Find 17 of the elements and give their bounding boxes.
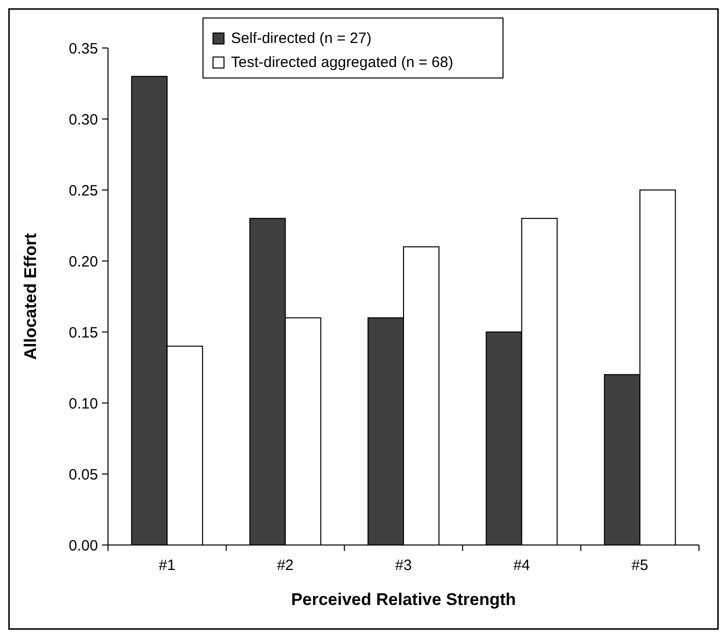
y-tick-label: 0.25 <box>68 182 98 200</box>
y-tick-label: 0.35 <box>68 40 98 58</box>
x-tick-label: #4 <box>513 557 530 574</box>
y-tick-label: 0.15 <box>68 324 98 342</box>
x-tick-label: #5 <box>632 557 648 574</box>
x-axis-title: Perceived Relative Strength <box>291 590 516 609</box>
y-tick-label: 0.20 <box>68 253 98 270</box>
y-tick-label: 0.10 <box>68 395 98 412</box>
x-tick-label: #2 <box>276 557 294 574</box>
y-tick-label: 0.05 <box>68 466 98 484</box>
x-tick-label: #3 <box>395 557 412 574</box>
legend-label: Test-directed aggregated (n = 68) <box>231 54 454 71</box>
y-axis-title: Allocated Effort <box>21 232 40 360</box>
y-tick-label: 0.30 <box>68 111 98 128</box>
x-tick-label: #1 <box>158 557 176 574</box>
y-tick-label: 0.00 <box>68 537 98 554</box>
legend-label: Self-directed (n = 27) <box>231 30 372 47</box>
